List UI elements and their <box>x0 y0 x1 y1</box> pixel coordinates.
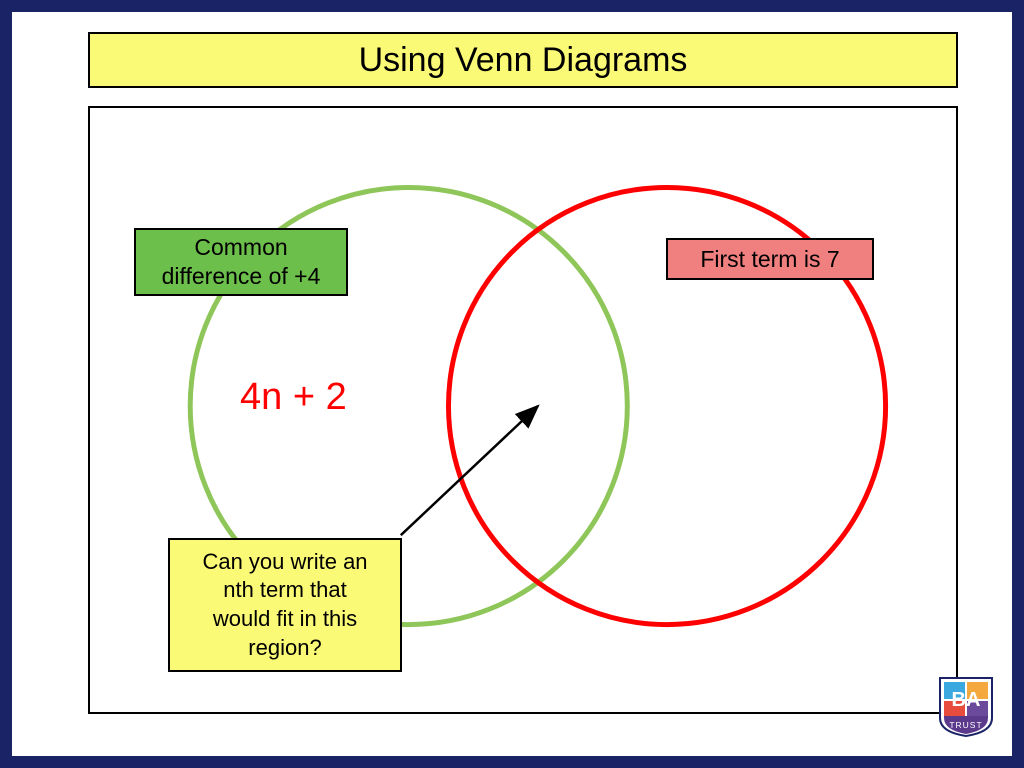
question-arrow <box>401 406 538 535</box>
slide-frame: Using Venn Diagrams Commondifference of … <box>0 0 1024 768</box>
right-circle-label: First term is 7 <box>666 238 874 280</box>
question-text: Can you write annth term thatwould fit i… <box>202 548 367 662</box>
right-label-text: First term is 7 <box>700 245 839 274</box>
logo-text-top: BA <box>952 689 981 711</box>
question-callout: Can you write annth term thatwould fit i… <box>168 538 402 672</box>
formula-value: 4n + 2 <box>240 376 347 418</box>
slide-title: Using Venn Diagrams <box>88 32 958 88</box>
slide-title-text: Using Venn Diagrams <box>359 41 688 80</box>
left-circle-label: Commondifference of +4 <box>134 228 348 296</box>
formula-text: 4n + 2 <box>240 376 347 419</box>
venn-content-box: Commondifference of +4 First term is 7 4… <box>88 106 958 714</box>
logo-badge: BA TRUST <box>938 676 994 738</box>
logo-text-bottom: TRUST <box>949 720 982 730</box>
left-label-text: Commondifference of +4 <box>162 233 321 291</box>
